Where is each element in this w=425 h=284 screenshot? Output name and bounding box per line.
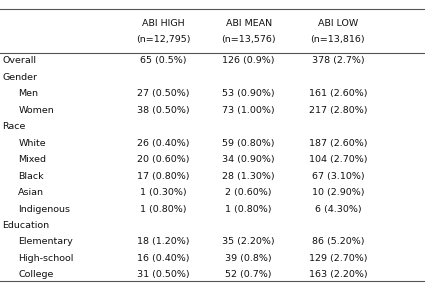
Text: Education: Education bbox=[2, 221, 49, 230]
Text: Mixed: Mixed bbox=[18, 155, 46, 164]
Text: Gender: Gender bbox=[2, 73, 37, 82]
Text: (n=13,816): (n=13,816) bbox=[311, 35, 365, 44]
Text: Overall: Overall bbox=[2, 56, 36, 65]
Text: 217 (2.80%): 217 (2.80%) bbox=[309, 106, 367, 115]
Text: 35 (2.20%): 35 (2.20%) bbox=[222, 237, 275, 247]
Text: ABI MEAN: ABI MEAN bbox=[226, 18, 272, 28]
Text: 38 (0.50%): 38 (0.50%) bbox=[137, 106, 190, 115]
Text: 20 (0.60%): 20 (0.60%) bbox=[137, 155, 190, 164]
Text: White: White bbox=[18, 139, 46, 148]
Text: 10 (2.90%): 10 (2.90%) bbox=[312, 188, 364, 197]
Text: (n=13,576): (n=13,576) bbox=[221, 35, 276, 44]
Text: 17 (0.80%): 17 (0.80%) bbox=[137, 172, 190, 181]
Text: Black: Black bbox=[18, 172, 44, 181]
Text: 28 (1.30%): 28 (1.30%) bbox=[222, 172, 275, 181]
Text: ABI LOW: ABI LOW bbox=[318, 18, 358, 28]
Text: 39 (0.8%): 39 (0.8%) bbox=[225, 254, 272, 263]
Text: 86 (5.20%): 86 (5.20%) bbox=[312, 237, 364, 247]
Text: High-school: High-school bbox=[18, 254, 74, 263]
Text: 378 (2.7%): 378 (2.7%) bbox=[312, 56, 364, 65]
Text: 26 (0.40%): 26 (0.40%) bbox=[137, 139, 190, 148]
Text: 73 (1.00%): 73 (1.00%) bbox=[222, 106, 275, 115]
Text: 52 (0.7%): 52 (0.7%) bbox=[225, 270, 272, 279]
Text: 65 (0.5%): 65 (0.5%) bbox=[140, 56, 187, 65]
Text: 53 (0.90%): 53 (0.90%) bbox=[222, 89, 275, 98]
Text: Men: Men bbox=[18, 89, 38, 98]
Text: 27 (0.50%): 27 (0.50%) bbox=[137, 89, 190, 98]
Text: 34 (0.90%): 34 (0.90%) bbox=[222, 155, 275, 164]
Text: College: College bbox=[18, 270, 54, 279]
Text: 1 (0.80%): 1 (0.80%) bbox=[140, 204, 187, 214]
Text: Indigenous: Indigenous bbox=[18, 204, 70, 214]
Text: 161 (2.60%): 161 (2.60%) bbox=[309, 89, 367, 98]
Text: Asian: Asian bbox=[18, 188, 44, 197]
Text: 6 (4.30%): 6 (4.30%) bbox=[314, 204, 361, 214]
Text: 1 (0.80%): 1 (0.80%) bbox=[225, 204, 272, 214]
Text: 129 (2.70%): 129 (2.70%) bbox=[309, 254, 367, 263]
Text: 104 (2.70%): 104 (2.70%) bbox=[309, 155, 367, 164]
Text: 67 (3.10%): 67 (3.10%) bbox=[312, 172, 364, 181]
Text: Race: Race bbox=[2, 122, 26, 131]
Text: 163 (2.20%): 163 (2.20%) bbox=[309, 270, 367, 279]
Text: Elementary: Elementary bbox=[18, 237, 73, 247]
Text: 1 (0.30%): 1 (0.30%) bbox=[140, 188, 187, 197]
Text: (n=12,795): (n=12,795) bbox=[136, 35, 191, 44]
Text: ABI HIGH: ABI HIGH bbox=[142, 18, 185, 28]
Text: 2 (0.60%): 2 (0.60%) bbox=[225, 188, 272, 197]
Text: 18 (1.20%): 18 (1.20%) bbox=[137, 237, 190, 247]
Text: 16 (0.40%): 16 (0.40%) bbox=[137, 254, 190, 263]
Text: Women: Women bbox=[18, 106, 54, 115]
Text: 59 (0.80%): 59 (0.80%) bbox=[222, 139, 275, 148]
Text: 126 (0.9%): 126 (0.9%) bbox=[222, 56, 275, 65]
Text: 31 (0.50%): 31 (0.50%) bbox=[137, 270, 190, 279]
Text: 187 (2.60%): 187 (2.60%) bbox=[309, 139, 367, 148]
